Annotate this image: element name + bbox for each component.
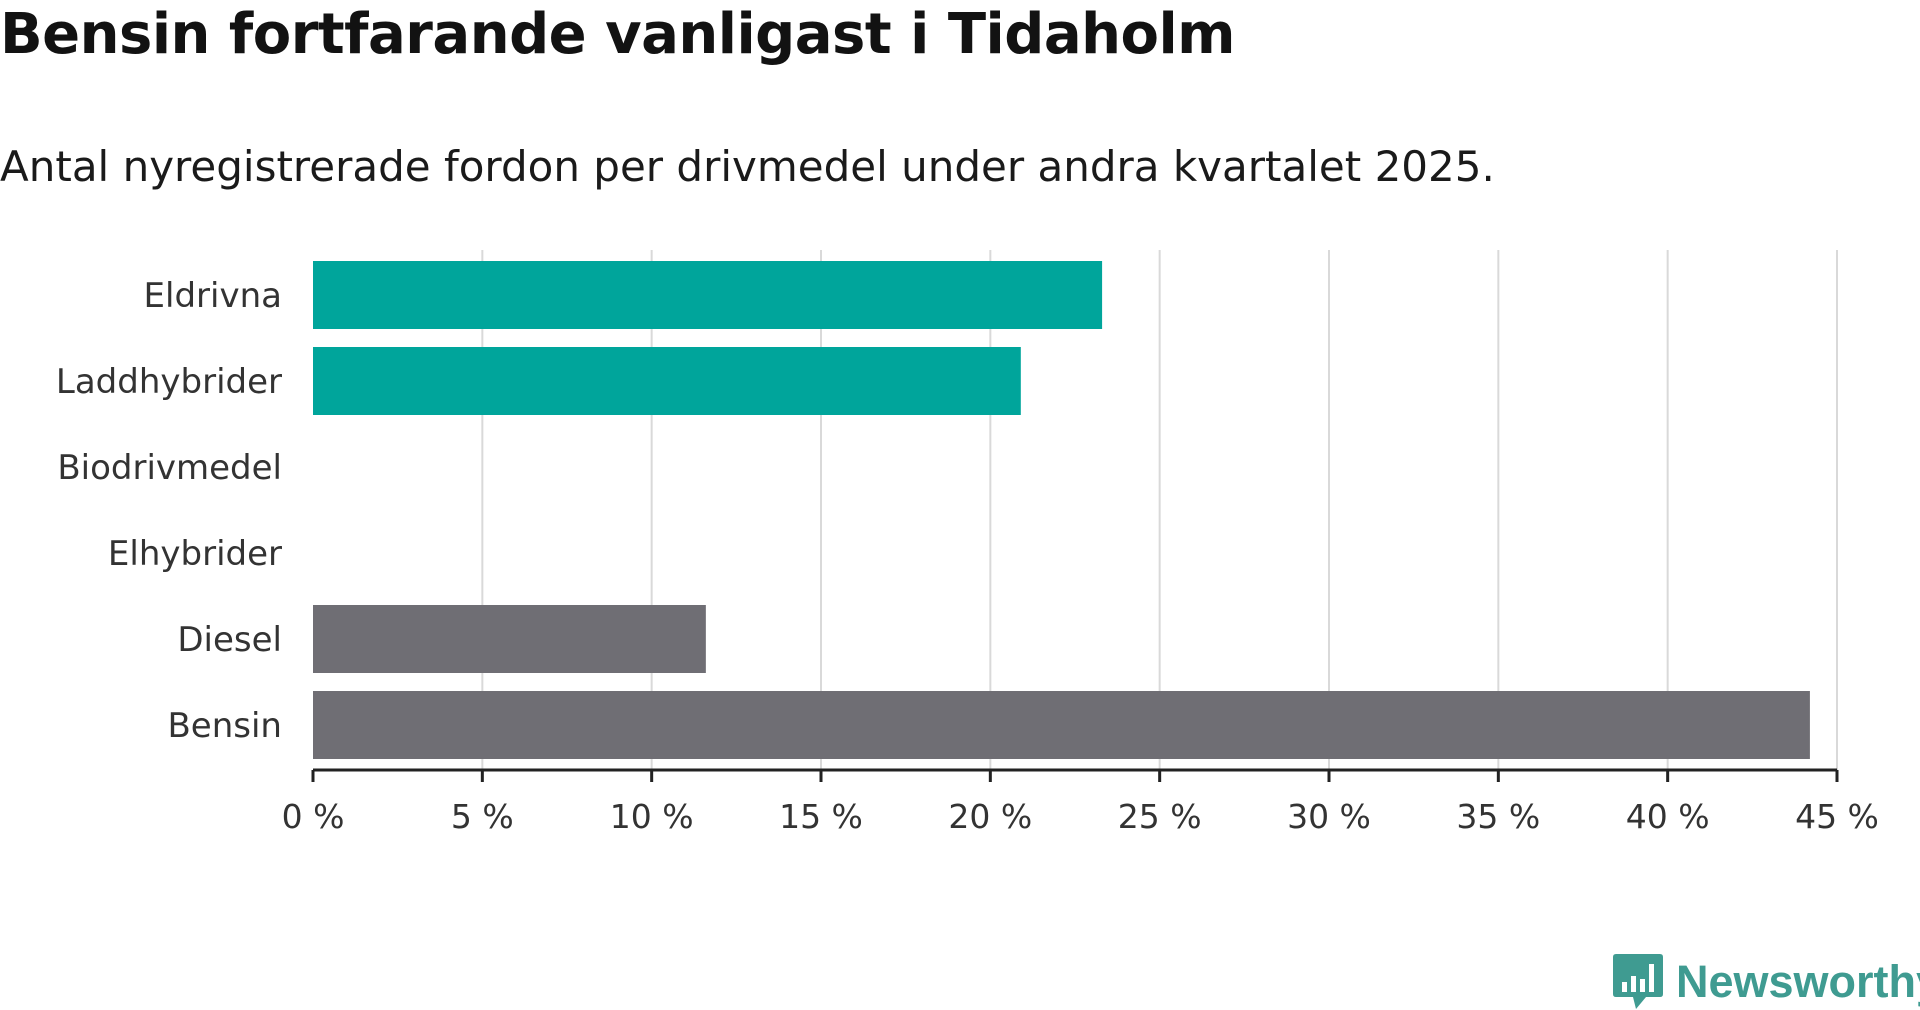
chart-subtitle: Antal nyregistrerade fordon per drivmede… [0,142,1495,191]
x-tick-label-4: 20 % [948,797,1032,836]
chart-title: Bensin fortfarande vanligast i Tidaholm [0,2,1236,67]
x-tick-label-1: 5 % [451,797,514,836]
category-label-bensin: Bensin [167,706,282,746]
bar-eldrivna [313,261,1103,329]
category-label-laddhybrider: Laddhybrider [56,362,282,402]
newsworthy-logo-icon [1613,954,1663,1009]
x-tick-label-2: 10 % [610,797,694,836]
category-label-eldrivna: Eldrivna [144,276,282,316]
bar-bensin [313,691,1810,759]
category-label-elhybrider: Elhybrider [108,534,282,574]
bar-diesel [313,605,706,673]
category-label-diesel: Diesel [177,620,282,660]
x-tick-label-7: 35 % [1456,797,1540,836]
x-tick-label-8: 40 % [1626,797,1710,836]
logo-text: Newsworthy [1676,956,1920,1007]
x-tick-label-0: 0 % [282,797,345,836]
x-tick-label-9: 45 % [1795,797,1879,836]
x-tick-label-6: 30 % [1287,797,1371,836]
newsworthy-logo: Newsworthy [1612,952,1920,1010]
x-tick-label-5: 25 % [1118,797,1202,836]
bar-laddhybrider [313,347,1021,415]
x-tick-label-3: 15 % [779,797,863,836]
category-label-biodrivmedel: Biodrivmedel [57,448,282,488]
